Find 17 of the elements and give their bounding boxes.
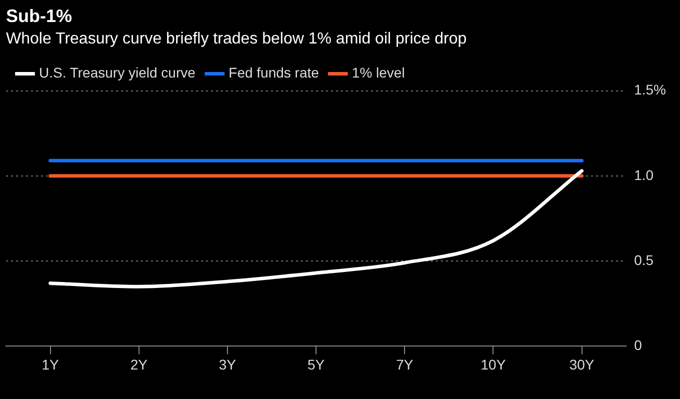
x-tick-label: 1Y [42,356,60,372]
chart-subtitle: Whole Treasury curve briefly trades below 1% amid oil price drop [6,30,467,48]
x-tick-label: 5Y [307,356,326,372]
x-tick-label: 7Y [396,356,414,372]
x-tick-label: 10Y [480,356,506,372]
chart-title: Sub-1% [6,6,72,26]
legend-label: U.S. Treasury yield curve [39,64,196,81]
y-tick-label: 0 [634,337,642,354]
legend-label: 1% level [352,64,405,81]
y-tick-label: 1.5% [634,82,666,98]
x-tick-label: 3Y [218,356,237,372]
y-tick-label: 0.5 [634,252,654,268]
x-tick-label: 2Y [130,356,148,372]
y-tick-label: 1.0 [634,166,654,183]
x-tick-label: 30Y [569,356,595,372]
legend-label: Fed funds rate [228,64,320,81]
line-series [48,169,584,288]
